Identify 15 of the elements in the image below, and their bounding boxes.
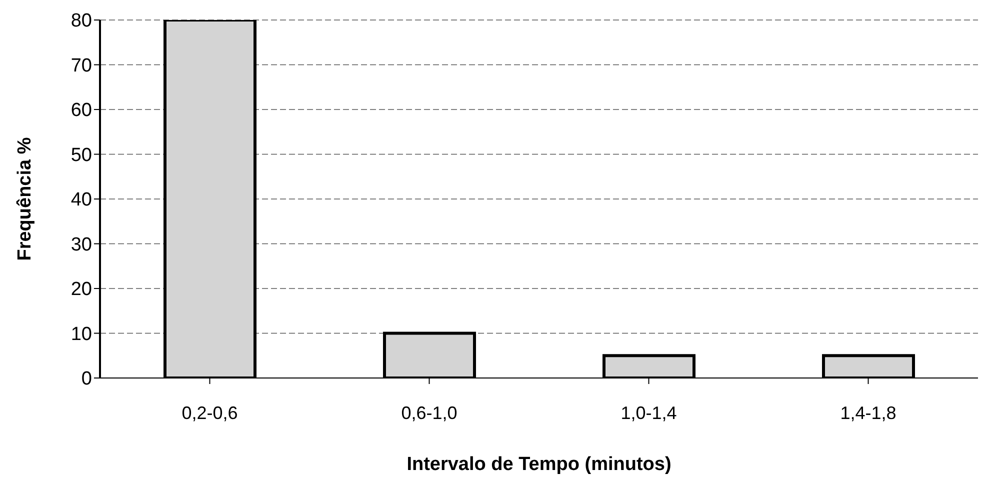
- x-tick-label: 0,2-0,6: [182, 402, 238, 423]
- y-axis-title: Frequência %: [14, 137, 36, 261]
- y-tick-label: 40: [70, 190, 92, 211]
- y-tick-label: 0: [81, 368, 92, 390]
- x-tick-label: 1,4-1,8: [840, 402, 896, 423]
- y-tick-label: 10: [70, 324, 92, 345]
- y-tick-label: 20: [70, 279, 92, 300]
- x-tick-label: 1,0-1,4: [620, 402, 677, 423]
- y-tick-label: 80: [70, 10, 92, 32]
- x-axis-title: Intervalo de Tempo (minutos): [406, 454, 672, 475]
- x-tick-label: 0,6-1,0: [401, 402, 458, 423]
- y-tick-label: 50: [70, 144, 92, 166]
- y-tick-label: 30: [70, 234, 92, 256]
- y-tick-label: 70: [70, 55, 92, 76]
- y-tick-label: 60: [70, 100, 92, 122]
